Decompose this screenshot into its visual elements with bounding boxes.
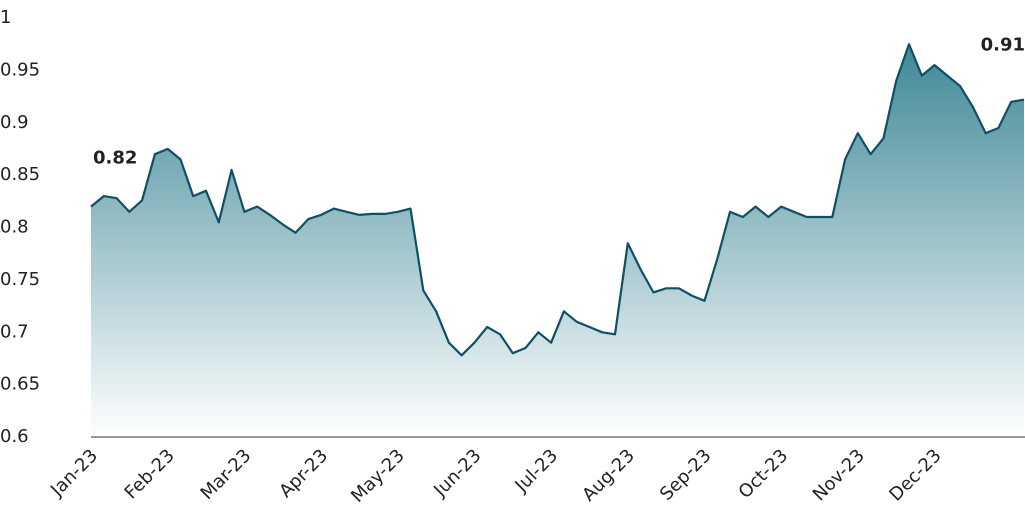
x-tick-label: Oct-23: [735, 445, 793, 503]
line: [90, 43, 1025, 357]
y-tick-label: 0.75: [0, 269, 40, 290]
area-fill: [91, 44, 1024, 437]
annotation: 0.82: [93, 148, 137, 169]
y-tick-label: 0.65: [0, 374, 40, 395]
y-tick-label: 0.7: [0, 321, 29, 342]
y-tick-label: 0.9: [0, 112, 29, 133]
x-tick-label: Jul-23: [510, 445, 562, 497]
x-tick-label: Dec-23: [885, 445, 945, 505]
y-tick-label: 0.95: [0, 59, 40, 80]
y-tick-label: 0.8: [0, 217, 29, 238]
y-tick-label: 0.85: [0, 164, 40, 185]
y-tick-label: 0.6: [0, 426, 29, 447]
x-tick-label: Mar-23: [197, 445, 256, 504]
x-tick-label: Jun-23: [429, 445, 485, 501]
x-tick-label: Aug-23: [578, 445, 638, 505]
annotation: 0.91: [981, 35, 1025, 56]
x-tick-label: Sep-23: [656, 445, 716, 505]
x-tick-label: Nov-23: [809, 445, 869, 505]
x-tick-label: Feb-23: [121, 445, 179, 503]
x-tick-label: Apr-23: [275, 445, 332, 502]
x-tick-label: Jan-23: [46, 445, 102, 501]
y-tick-label: 1: [0, 7, 11, 28]
x-tick-label: May-23: [347, 445, 409, 507]
